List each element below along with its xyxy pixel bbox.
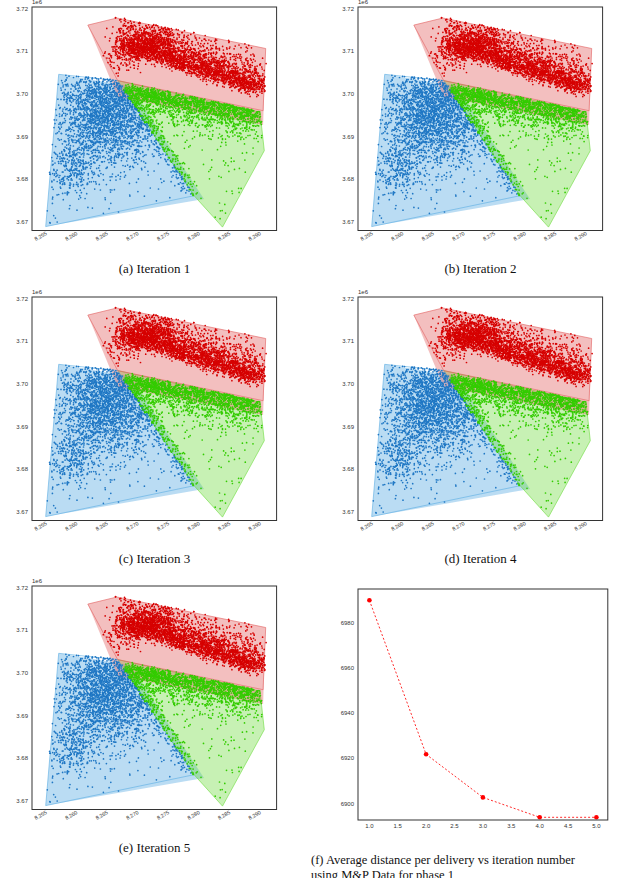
svg-text:8.290: 8.290 <box>247 230 261 242</box>
svg-text:1e6: 1e6 <box>358 289 369 295</box>
svg-text:8.265: 8.265 <box>94 809 108 821</box>
svg-text:8.275: 8.275 <box>156 809 170 821</box>
svg-text:6940: 6940 <box>341 710 355 716</box>
svg-text:8.285: 8.285 <box>217 230 231 242</box>
svg-text:3.67: 3.67 <box>342 219 354 225</box>
svg-text:3.69: 3.69 <box>16 134 28 140</box>
svg-text:3.70: 3.70 <box>342 91 354 97</box>
svg-text:3.70: 3.70 <box>16 381 28 387</box>
svg-text:3.69: 3.69 <box>342 134 354 140</box>
svg-text:1.0: 1.0 <box>365 823 374 829</box>
svg-text:8.270: 8.270 <box>125 230 139 242</box>
svg-text:3.71: 3.71 <box>342 48 354 54</box>
svg-text:8.260: 8.260 <box>390 520 404 532</box>
svg-text:4.5: 4.5 <box>564 823 573 829</box>
svg-text:8.290: 8.290 <box>573 230 587 242</box>
svg-text:8.275: 8.275 <box>156 520 170 532</box>
svg-text:1e6: 1e6 <box>358 0 369 5</box>
svg-text:3.68: 3.68 <box>342 466 354 472</box>
svg-text:8.260: 8.260 <box>64 230 78 242</box>
svg-text:8.280: 8.280 <box>186 809 200 821</box>
svg-text:2.5: 2.5 <box>450 823 459 829</box>
svg-text:8.255: 8.255 <box>33 809 47 821</box>
svg-text:3.68: 3.68 <box>16 466 28 472</box>
svg-text:3.69: 3.69 <box>16 424 28 430</box>
svg-text:8.270: 8.270 <box>125 809 139 821</box>
svg-text:8.255: 8.255 <box>359 520 373 532</box>
svg-text:8.260: 8.260 <box>390 230 404 242</box>
svg-text:8.275: 8.275 <box>482 520 496 532</box>
svg-text:3.68: 3.68 <box>16 755 28 761</box>
svg-text:8.290: 8.290 <box>573 520 587 532</box>
svg-text:6960: 6960 <box>341 665 355 671</box>
svg-text:3.71: 3.71 <box>16 627 28 633</box>
svg-text:8.265: 8.265 <box>420 230 434 242</box>
svg-text:2.0: 2.0 <box>422 823 431 829</box>
svg-text:3.67: 3.67 <box>16 509 28 515</box>
svg-text:8.265: 8.265 <box>94 520 108 532</box>
svg-text:1e6: 1e6 <box>32 289 43 295</box>
svg-text:8.285: 8.285 <box>543 230 557 242</box>
svg-text:8.285: 8.285 <box>217 520 231 532</box>
svg-text:8.260: 8.260 <box>64 809 78 821</box>
svg-text:8.255: 8.255 <box>33 520 47 532</box>
svg-text:3.69: 3.69 <box>16 713 28 719</box>
svg-text:3.70: 3.70 <box>16 670 28 676</box>
svg-text:8.290: 8.290 <box>247 809 261 821</box>
svg-text:3.72: 3.72 <box>16 585 28 591</box>
svg-text:8.265: 8.265 <box>420 520 434 532</box>
svg-text:8.260: 8.260 <box>64 520 78 532</box>
svg-text:3.72: 3.72 <box>342 296 354 302</box>
svg-text:6920: 6920 <box>341 755 355 761</box>
svg-text:8.275: 8.275 <box>156 230 170 242</box>
svg-text:3.67: 3.67 <box>16 219 28 225</box>
svg-text:3.68: 3.68 <box>342 176 354 182</box>
svg-text:3.69: 3.69 <box>342 424 354 430</box>
svg-text:8.270: 8.270 <box>451 230 465 242</box>
svg-text:3.71: 3.71 <box>16 48 28 54</box>
svg-text:3.70: 3.70 <box>16 91 28 97</box>
svg-text:3.71: 3.71 <box>16 338 28 344</box>
svg-text:1e6: 1e6 <box>32 0 43 5</box>
svg-text:8.255: 8.255 <box>359 230 373 242</box>
svg-text:8.280: 8.280 <box>512 520 526 532</box>
svg-text:8.280: 8.280 <box>512 230 526 242</box>
svg-text:4.0: 4.0 <box>536 823 545 829</box>
svg-text:5.0: 5.0 <box>592 823 601 829</box>
svg-text:1.5: 1.5 <box>394 823 403 829</box>
svg-text:8.290: 8.290 <box>247 520 261 532</box>
svg-text:8.270: 8.270 <box>451 520 465 532</box>
svg-text:8.285: 8.285 <box>217 809 231 821</box>
svg-text:3.67: 3.67 <box>16 798 28 804</box>
svg-text:6980: 6980 <box>341 620 355 626</box>
svg-text:8.270: 8.270 <box>125 520 139 532</box>
svg-text:8.285: 8.285 <box>543 520 557 532</box>
svg-text:8.255: 8.255 <box>33 230 47 242</box>
svg-text:3.0: 3.0 <box>479 823 488 829</box>
svg-text:3.72: 3.72 <box>342 6 354 12</box>
svg-text:6900: 6900 <box>341 801 355 807</box>
svg-text:8.280: 8.280 <box>186 230 200 242</box>
svg-text:3.68: 3.68 <box>16 176 28 182</box>
svg-text:3.72: 3.72 <box>16 6 28 12</box>
svg-text:3.70: 3.70 <box>342 381 354 387</box>
svg-text:3.71: 3.71 <box>342 338 354 344</box>
svg-text:8.265: 8.265 <box>94 230 108 242</box>
svg-text:3.5: 3.5 <box>507 823 516 829</box>
svg-text:3.67: 3.67 <box>342 509 354 515</box>
svg-text:3.72: 3.72 <box>16 296 28 302</box>
svg-text:1e6: 1e6 <box>32 578 43 584</box>
svg-text:8.280: 8.280 <box>186 520 200 532</box>
svg-text:8.275: 8.275 <box>482 230 496 242</box>
